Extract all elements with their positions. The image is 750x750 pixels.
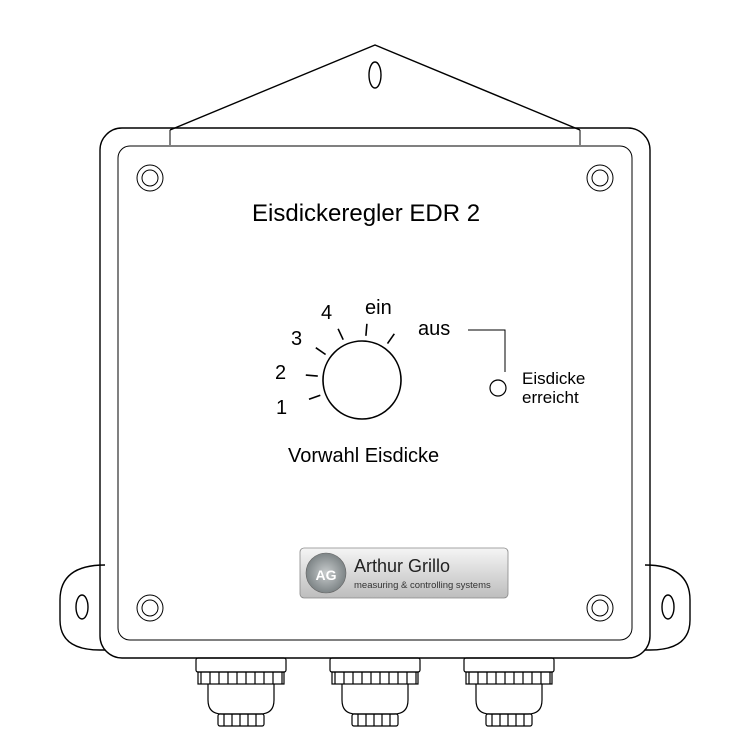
right-mounting-ear — [645, 565, 690, 650]
led-indicator — [490, 380, 506, 396]
left-mounting-slot — [76, 595, 88, 619]
device-drawing: AG — [0, 0, 750, 750]
brand-company: Arthur Grillo — [354, 556, 450, 577]
top-mounting-slot — [369, 62, 381, 88]
cable-glands — [196, 658, 554, 726]
rotary-knob — [323, 341, 401, 419]
dial-pos-ein: ein — [365, 297, 392, 320]
dial-pos-4: 4 — [321, 302, 332, 325]
dial-label-below: Vorwahl Eisdicke — [288, 445, 439, 468]
left-mounting-ear — [60, 565, 105, 650]
dial-pos-aus: aus — [418, 318, 450, 341]
brand-logo-letters: AG — [316, 567, 337, 583]
led-label-line2: erreicht — [522, 388, 579, 408]
dial-pos-2: 2 — [275, 362, 286, 385]
right-mounting-slot — [662, 595, 674, 619]
dial-pos-1: 1 — [276, 397, 287, 420]
dial-pos-3: 3 — [291, 328, 302, 351]
indicator-leader-line — [468, 330, 505, 372]
led-label-line1: Eisdicke — [522, 369, 585, 389]
brand-tagline: measuring & controlling systems — [354, 580, 491, 591]
device-title: Eisdickeregler EDR 2 — [252, 200, 480, 228]
